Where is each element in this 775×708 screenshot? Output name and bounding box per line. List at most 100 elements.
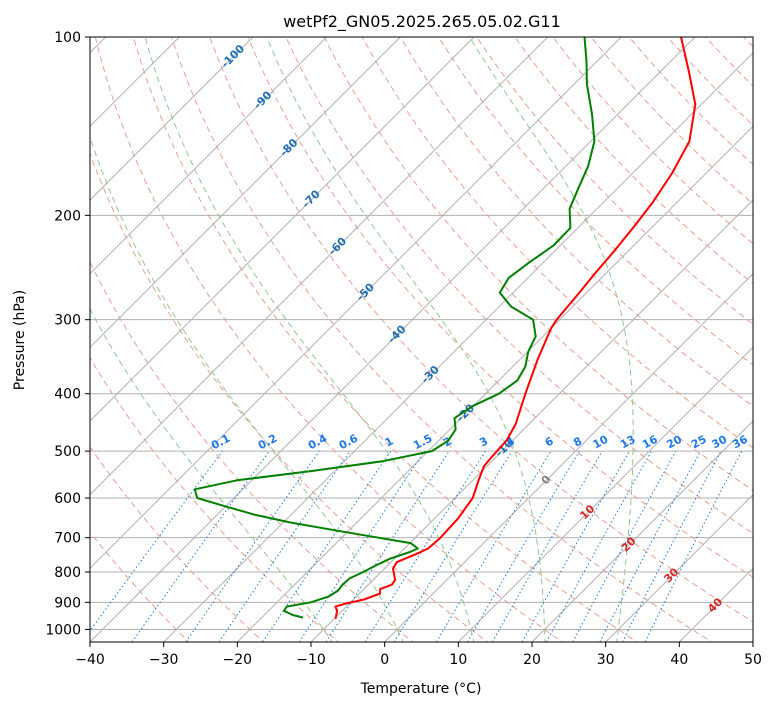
temperature-line [334, 37, 697, 620]
background-lines [90, 37, 753, 642]
mixing-ratio-line [545, 450, 653, 642]
isotherm-gridline [457, 346, 753, 642]
isotherm-gridline [90, 37, 549, 496]
isotherm-gridline [163, 51, 753, 642]
mixing-ratio-labels: 0.1 0.2 0.4 0.6 1 1.5 2 3 4 6 8 10 13 16 20 25 30 36 [209, 432, 750, 453]
y-tick-label: 800 [54, 565, 81, 581]
y-tick-label: 500 [54, 444, 81, 460]
mixing-ratio-label: 30 [710, 433, 730, 452]
isotherm-gridline [90, 37, 254, 201]
mixing-ratio-line [621, 450, 722, 642]
dry-adiabat-line [437, 37, 753, 366]
dry-adiabat-line [90, 152, 489, 642]
mixing-ratio-line [599, 450, 701, 642]
mixing-ratio-line [131, 450, 270, 642]
dewpoint-line [193, 37, 596, 619]
dry-adiabat-line [171, 37, 713, 642]
mixing-ratio-line [644, 450, 743, 642]
isotherm-gridline [752, 641, 753, 642]
dry-adiabat-line [399, 37, 753, 407]
isotherm-gridline [531, 420, 753, 642]
dry-adiabat-line [90, 260, 414, 642]
moist-adiabat-line [90, 135, 404, 642]
moist-adiabat-line [90, 308, 333, 642]
dry-adiabat-line [323, 37, 753, 491]
dry-adiabat-line [132, 37, 638, 642]
mixing-ratio-line [218, 450, 351, 642]
mixing-ratio-line [572, 450, 677, 642]
mixing-ratio-line [435, 450, 552, 642]
isotherm-gridline [310, 199, 753, 642]
x-tick-label: 10 [449, 652, 467, 668]
mixing-ratio-label: 25 [689, 433, 709, 452]
dry-adiabat-line [590, 37, 753, 205]
dry-adiabat-line [94, 37, 564, 642]
dry-adiabat-line [90, 531, 190, 642]
x-axis-label: Temperature (°C) [360, 681, 482, 697]
dry-adiabat-line [361, 37, 753, 449]
mixing-ratio-label: 36 [730, 433, 750, 452]
dry-adiabat-line [209, 37, 753, 623]
y-tick-label: 600 [54, 491, 81, 507]
dry-adiabat-line [247, 37, 753, 578]
x-tick-label: −20 [223, 652, 253, 668]
isotherm-gridline [605, 493, 753, 642]
mixing-ratio-label: 1.5 [411, 432, 434, 453]
dry-adiabat-line [552, 37, 753, 245]
y-tick-label: 200 [54, 208, 81, 224]
dry-adiabat-line [514, 37, 753, 285]
mixing-ratio-line [90, 450, 223, 632]
isotherm-gridline [236, 125, 753, 642]
isotherm-label: 10 [577, 502, 597, 522]
x-tick-label: 50 [744, 652, 762, 668]
axis-ticks: −40 −30 −20 −10 0 10 20 30 40 5010020030040050060… [45, 30, 762, 668]
y-tick-label: 300 [54, 313, 81, 329]
y-tick-label: 100 [54, 30, 81, 46]
mixing-ratio-line [521, 450, 630, 642]
mixing-ratio-label: 0.4 [306, 432, 330, 453]
dry-adiabat-line [90, 446, 265, 642]
dry-adiabat-line [743, 37, 753, 48]
mixing-ratio-line [467, 450, 580, 642]
mixing-ratio-line [393, 450, 513, 642]
y-tick-label: 900 [54, 595, 81, 611]
x-tick-label: −40 [75, 652, 105, 668]
mixing-ratio-line [262, 450, 392, 642]
dry-adiabat-line [476, 37, 753, 325]
mixing-ratio-line [298, 450, 425, 642]
isotherm-gridline [90, 37, 622, 570]
moist-adiabat-line [144, 37, 475, 642]
x-tick-label: −30 [149, 652, 179, 668]
mixing-ratio-line [325, 450, 450, 642]
y-tick-label: 700 [54, 531, 81, 547]
dry-adiabat-line [90, 356, 339, 642]
chart-title: wetPf2_GN05.2025.265.05.02.G11 [283, 12, 561, 32]
x-tick-label: 40 [670, 652, 688, 668]
y-tick-label: 1000 [45, 622, 81, 638]
moist-adiabat-line [469, 37, 634, 642]
dry-adiabat-line [285, 37, 753, 535]
x-tick-label: 30 [597, 652, 615, 668]
mixing-ratio-label: 6 [543, 434, 556, 449]
mixing-ratio-label: 8 [571, 434, 584, 449]
sounding-series [193, 37, 697, 620]
mixing-ratio-label: 3 [477, 434, 490, 449]
y-axis-label: Pressure (hPa) [12, 290, 28, 390]
isotherm-gridline [90, 37, 328, 275]
mixing-ratio-label: 0.1 [209, 432, 232, 453]
x-tick-label: −10 [296, 652, 326, 668]
y-tick-label: 400 [54, 387, 81, 403]
mixing-ratio-label: 20 [664, 433, 684, 452]
x-tick-label: 20 [523, 652, 541, 668]
mixing-ratio-label: 10 [591, 433, 611, 452]
mixing-ratio-label: 13 [618, 433, 638, 452]
x-tick-label: 0 [380, 652, 389, 668]
isotherm-gridline [90, 37, 475, 422]
plot-frame [89, 36, 754, 643]
mixing-ratio-label: 1 [383, 434, 396, 449]
isotherm-gridline [678, 567, 753, 642]
isotherm-gridline [384, 272, 753, 642]
mixing-ratio-line [185, 450, 320, 642]
